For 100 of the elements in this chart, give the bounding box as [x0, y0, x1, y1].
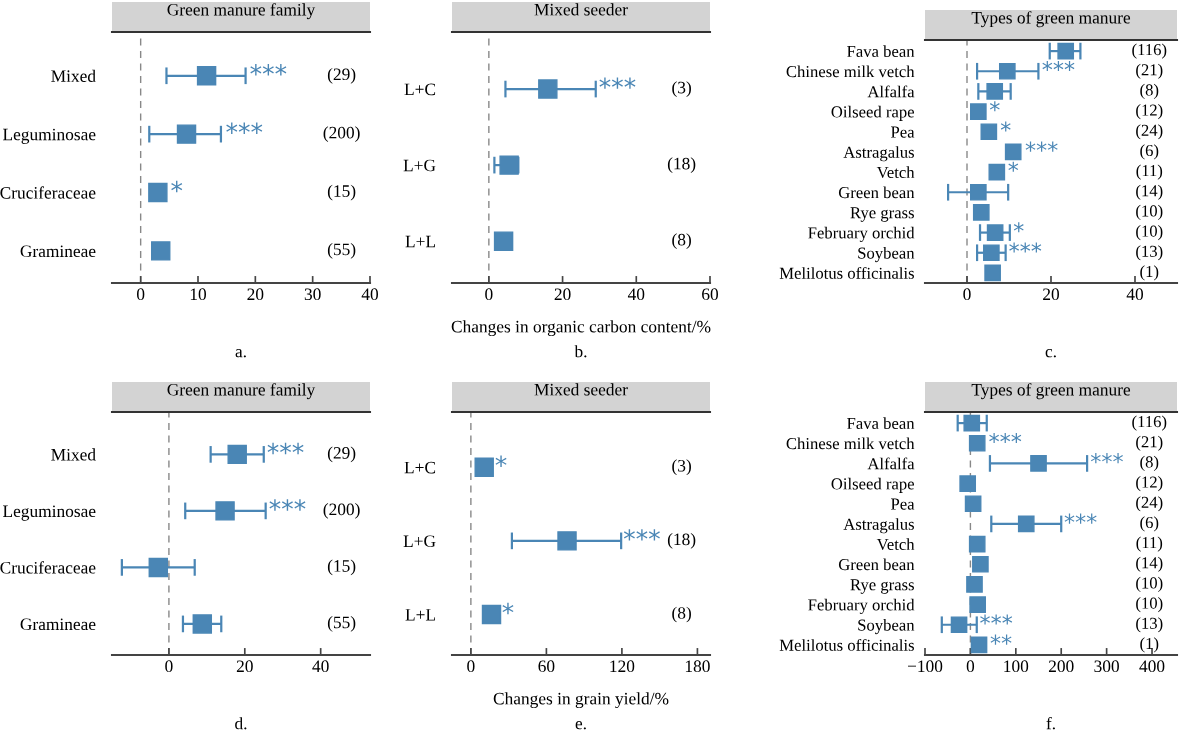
annotation: ***	[1090, 453, 1123, 464]
y-tick-label: L+L	[405, 609, 435, 621]
point	[151, 241, 171, 261]
annotation: ***	[989, 432, 1022, 444]
point	[963, 414, 981, 432]
y-tick-label: Rye grass	[850, 579, 914, 594]
point	[196, 66, 217, 86]
point	[988, 163, 1006, 181]
x-tick-label: −100	[907, 660, 943, 673]
point	[950, 616, 968, 634]
annotation: ***	[1064, 513, 1097, 524]
annotation: (18)	[667, 157, 696, 173]
x-tick-label: 0	[165, 660, 173, 673]
annotation: **	[990, 634, 1012, 645]
y-tick-label: Green bean	[838, 186, 915, 199]
x-tick-label: 40	[312, 660, 329, 673]
annotation: (55)	[327, 243, 356, 259]
point	[970, 183, 987, 201]
y-tick-label: Mixed	[51, 448, 96, 461]
annotation: (8)	[672, 233, 691, 250]
chart-title: Mixed seeder	[534, 3, 628, 16]
y-tick-label: Melilotus officinalis	[779, 638, 914, 651]
point	[972, 555, 989, 573]
text: e.	[575, 720, 586, 730]
point	[1004, 143, 1022, 161]
y-tick-label: Soybean	[858, 246, 915, 263]
text: d.	[235, 717, 247, 730]
point	[972, 204, 990, 221]
annotation: (21)	[1136, 63, 1163, 79]
chart-title: Types of green manure	[971, 383, 1131, 400]
text: c.	[1045, 348, 1056, 358]
point	[959, 475, 977, 492]
point	[227, 444, 247, 465]
annotation: (6)	[1140, 516, 1159, 532]
chart-title: Green manure family	[167, 3, 316, 20]
y-tick-label: Soybean	[858, 618, 915, 635]
y-tick-label: Cruciferaceae	[0, 561, 96, 574]
point	[986, 83, 1004, 100]
x-tick-label: 60	[702, 288, 719, 301]
x-tick-label: 20	[1043, 288, 1060, 301]
x-tick-label: 0	[963, 288, 971, 301]
annotation: ***	[1009, 242, 1042, 253]
point	[215, 501, 235, 521]
annotation: (10)	[1136, 204, 1163, 220]
x-tick-label: 0	[136, 288, 145, 301]
annotation: (12)	[1136, 104, 1163, 120]
point	[1030, 455, 1047, 472]
y-tick-label: Green bean	[838, 558, 915, 571]
y-tick-label: Chinese milk vetch	[786, 437, 915, 450]
annotation: (1)	[1140, 265, 1159, 281]
annotation: *	[989, 101, 1000, 112]
x-tick-label: 200	[1048, 660, 1074, 673]
annotation: (116)	[1132, 43, 1167, 59]
point	[148, 557, 169, 578]
annotation: (18)	[667, 532, 696, 549]
y-tick-label: Fava bean	[847, 45, 915, 58]
text: b.	[574, 345, 587, 358]
y-tick-label: Oilseed rape	[831, 105, 914, 121]
x-tick-label: 40	[627, 288, 645, 301]
y-tick-label: L+L	[405, 235, 435, 248]
annotation: (29)	[327, 67, 356, 84]
annotation: ***	[623, 529, 660, 541]
annotation: (12)	[1136, 476, 1163, 492]
y-tick-label: Cruciferaceae	[0, 186, 96, 199]
annotation: (55)	[327, 616, 356, 632]
annotation: (1)	[1140, 637, 1159, 653]
x-tick-label: 400	[1139, 660, 1165, 673]
annotation: (6)	[1140, 144, 1159, 160]
annotation: (21)	[1136, 435, 1163, 451]
point	[1057, 42, 1075, 60]
y-tick-label: Astragalus	[843, 146, 914, 162]
y-tick-label: Gramineae	[20, 245, 96, 258]
point	[176, 124, 197, 144]
annotation: ***	[1025, 141, 1058, 152]
annotation: (3)	[672, 81, 691, 97]
point	[970, 636, 988, 654]
x-tick-label: 60	[538, 660, 555, 673]
y-tick-label: Rye grass	[850, 207, 914, 222]
x-tick-label: 0	[485, 288, 493, 301]
annotation: *	[171, 180, 183, 193]
y-tick-label: February orchid	[808, 598, 915, 614]
y-tick-label: Vetch	[876, 166, 915, 179]
annotation: *	[1000, 121, 1011, 132]
annotation: (116)	[1132, 415, 1167, 431]
x-tick-label: 20	[554, 288, 571, 301]
annotation: ***	[250, 64, 287, 76]
x-tick-label: 180	[685, 660, 710, 673]
x-tick-label: 100	[1004, 660, 1029, 673]
x-tick-label: 10	[190, 288, 207, 301]
annotation: (13)	[1136, 617, 1163, 633]
point	[998, 62, 1016, 80]
point	[983, 244, 1000, 262]
annotation: (29)	[327, 446, 356, 463]
annotation: (8)	[1140, 455, 1159, 471]
y-tick-label: Chinese milk vetch	[786, 65, 915, 78]
annotation: (13)	[1136, 245, 1163, 261]
x-tick-label: 120	[610, 660, 635, 673]
x-tick-label: 20	[247, 288, 264, 301]
annotation: ***	[267, 442, 304, 455]
text: f.	[1046, 716, 1055, 730]
